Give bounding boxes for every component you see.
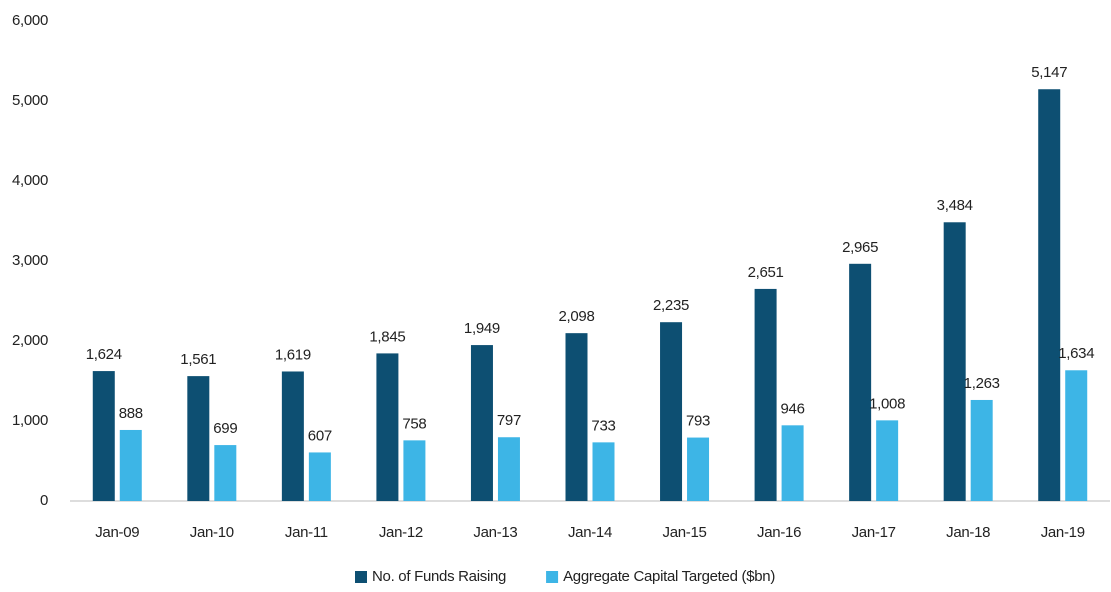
bar	[781, 425, 804, 501]
bar	[403, 440, 426, 501]
x-tick-label: Jan-16	[757, 524, 801, 541]
value-label: 699	[213, 420, 237, 437]
value-label: 607	[308, 427, 332, 444]
y-tick-label: 0	[40, 492, 48, 509]
bar	[470, 345, 493, 501]
y-tick-label: 1,000	[12, 412, 48, 429]
x-tick-label: Jan-13	[473, 524, 517, 541]
bar	[565, 333, 588, 501]
value-label: 1,624	[86, 346, 122, 363]
bar	[281, 371, 304, 501]
bar	[876, 420, 899, 501]
x-tick-label: Jan-11	[285, 524, 328, 541]
value-label: 2,098	[558, 308, 594, 325]
value-label: 1,949	[464, 320, 500, 337]
x-tick-label: Jan-09	[95, 524, 139, 541]
value-label: 797	[497, 412, 521, 429]
y-tick-label: 3,000	[12, 252, 48, 269]
value-label: 888	[119, 405, 143, 422]
bar	[660, 322, 683, 501]
bar	[92, 371, 115, 501]
value-label: 1,008	[869, 395, 905, 412]
value-label: 758	[402, 415, 426, 432]
value-label: 1,263	[964, 375, 1000, 392]
x-tick-label: Jan-14	[568, 524, 612, 541]
value-label: 733	[591, 417, 615, 434]
y-tick-label: 5,000	[12, 92, 48, 109]
y-tick-label: 4,000	[12, 172, 48, 189]
bar	[1065, 370, 1088, 501]
bar	[119, 429, 142, 501]
legend-swatch	[355, 571, 367, 583]
bar	[849, 263, 872, 501]
value-label: 3,484	[937, 197, 973, 214]
legend-swatch	[546, 571, 559, 583]
x-tick-label: Jan-19	[1041, 524, 1085, 541]
bar	[943, 222, 966, 501]
value-label: 2,965	[842, 239, 878, 256]
x-tick-label: Jan-17	[852, 524, 896, 541]
bar	[497, 437, 520, 501]
value-label: 1,845	[369, 328, 405, 345]
legend-label: Aggregate Capital Targeted ($bn)	[563, 568, 775, 585]
y-tick-label: 6,000	[12, 12, 48, 29]
legend-label: No. of Funds Raising	[372, 568, 506, 585]
bar	[687, 437, 710, 501]
x-tick-label: Jan-15	[663, 524, 707, 541]
bar	[214, 445, 237, 501]
value-label: 2,651	[748, 264, 784, 281]
bar	[376, 353, 399, 501]
bar	[1038, 89, 1061, 502]
bar	[187, 376, 210, 501]
bar	[970, 399, 993, 501]
value-label: 1,561	[180, 351, 216, 368]
value-label: 5,147	[1031, 64, 1067, 81]
value-label: 793	[686, 413, 710, 430]
x-tick-label: Jan-18	[946, 524, 990, 541]
bar	[592, 442, 615, 501]
bar	[308, 452, 331, 501]
x-tick-label: Jan-10	[190, 524, 234, 541]
bar	[754, 288, 777, 501]
value-label: 946	[781, 400, 805, 417]
value-label: 1,619	[275, 346, 311, 363]
value-label: 2,235	[653, 297, 689, 314]
value-label: 1,634	[1058, 345, 1094, 362]
y-tick-label: 2,000	[12, 332, 48, 349]
x-tick-label: Jan-12	[379, 524, 423, 541]
